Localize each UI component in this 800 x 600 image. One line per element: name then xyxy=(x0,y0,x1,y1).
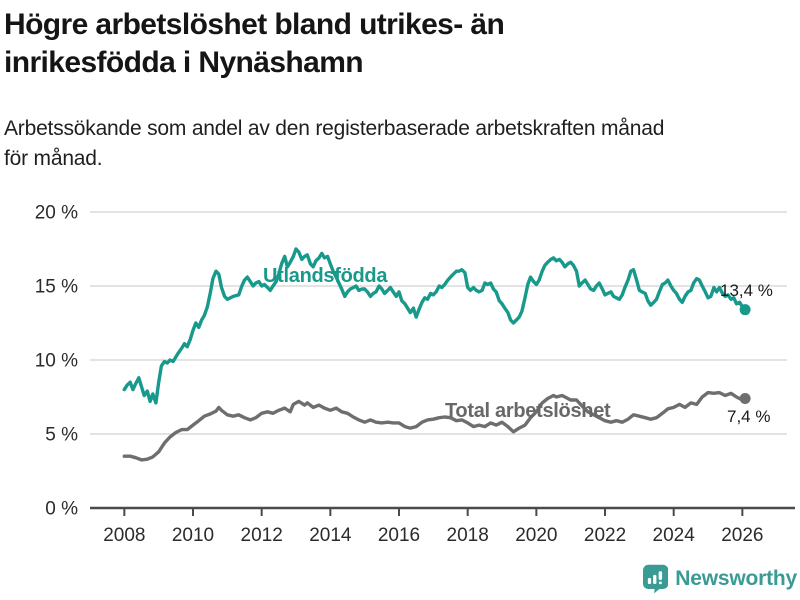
y-axis-tick-label: 5 % xyxy=(45,425,78,446)
newsworthy-logo-icon xyxy=(643,564,669,594)
chart-subtitle: Arbetssökande som andel av den registerb… xyxy=(4,117,665,170)
page-title: Högre arbetslöshet bland utrikes- än inr… xyxy=(4,8,505,79)
newsworthy-brand: Newsworthy xyxy=(643,562,797,596)
end-value-label-total: 7,4 % xyxy=(727,407,770,426)
y-axis-tick-label: 20 % xyxy=(35,203,78,224)
y-axis-tick-label: 0 % xyxy=(45,499,78,520)
series-label-utlandsfodda: Utlandsfödda xyxy=(263,265,388,287)
x-axis-tick-label: 2012 xyxy=(241,525,283,546)
x-axis-tick-label: 2016 xyxy=(378,525,420,546)
series-label-total: Total arbetslöshet xyxy=(445,400,611,422)
series-end-dot-total xyxy=(739,392,751,404)
unemployment-line-chart: 0 % 5 % 10 % 15 % 20 % 2008 2010 2012 2014 2016 20… xyxy=(35,203,795,546)
x-axis-tick-label: 2008 xyxy=(103,525,145,546)
end-value-label-utlandsfodda: 13,4 % xyxy=(720,281,773,300)
series-line-utlandsfodda xyxy=(122,247,747,405)
newsworthy-brand-text: Newsworthy xyxy=(675,567,797,590)
x-axis-tick-label: 2010 xyxy=(172,525,214,546)
x-axis-tick-label: 2026 xyxy=(721,525,763,546)
series-end-dot-utlandsfodda xyxy=(739,304,751,316)
x-axis-tick-label: 2018 xyxy=(447,525,489,546)
y-axis-tick-label: 15 % xyxy=(35,277,78,298)
y-axis-tick-label: 10 % xyxy=(35,351,78,372)
series-line-total xyxy=(122,390,747,462)
x-axis-tick-label: 2020 xyxy=(515,525,557,546)
x-axis-tick-label: 2024 xyxy=(653,525,696,546)
x-axis-tick-label: 2014 xyxy=(309,525,352,546)
line-chart: 0 % 5 % 10 % 15 % 20 % 2008 2010 2012 2014 2016 20… xyxy=(0,190,800,555)
x-axis-tick-label: 2022 xyxy=(584,525,626,546)
